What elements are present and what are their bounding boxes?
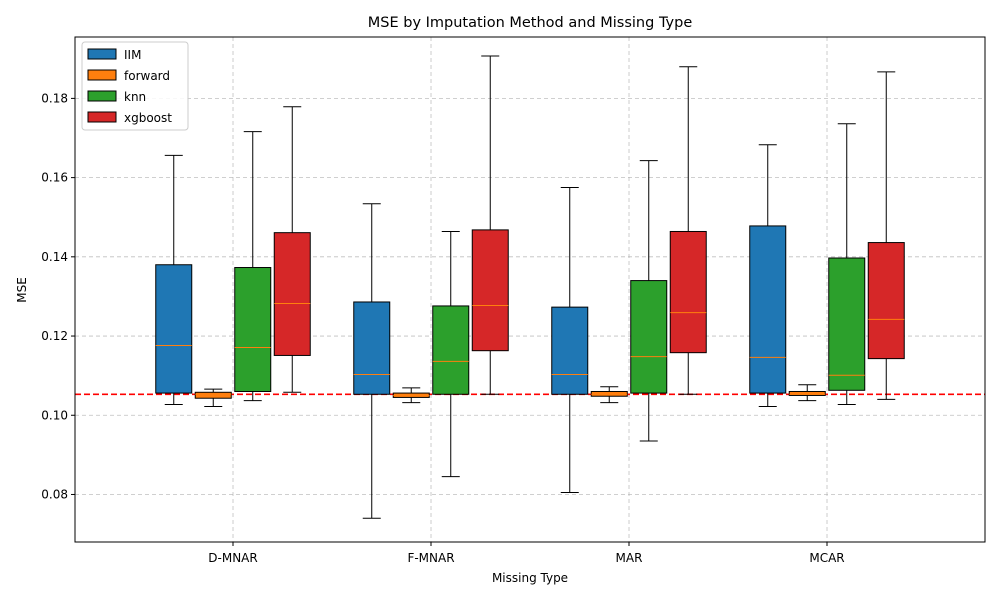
legend-label-forward: forward (124, 69, 170, 83)
box-IIM-MCAR (749, 144, 787, 408)
x-tick-label: F-MNAR (407, 551, 454, 565)
legend-swatch-IIM (87, 48, 117, 60)
x-tick-label: MCAR (809, 551, 844, 565)
box-body (828, 257, 866, 391)
box-IIM-F-MNAR (353, 203, 391, 519)
box-forward-F-MNAR (392, 387, 430, 404)
box-xgboost-MCAR (867, 71, 905, 400)
box-body (867, 242, 905, 360)
plot-area-frame (74, 36, 986, 543)
box-xgboost-F-MNAR (471, 55, 509, 395)
boxes (155, 55, 905, 519)
box-xgboost-D-MNAR (273, 106, 311, 393)
legend: IIM forward knn xgboost (81, 41, 189, 131)
box-knn-F-MNAR (432, 230, 470, 478)
grid (75, 37, 985, 542)
box-body (669, 230, 707, 354)
legend-label-IIM: IIM (124, 48, 141, 62)
box-body (432, 305, 470, 395)
box-body (234, 267, 272, 392)
legend-label-xgboost: xgboost (124, 111, 172, 125)
x-tick-label: D-MNAR (208, 551, 257, 565)
y-tick-label: 0.08 (41, 487, 68, 501)
x-axis-label: Missing Type (492, 571, 568, 585)
box-body (353, 301, 391, 395)
box-IIM-MAR (551, 187, 589, 493)
y-tick-label: 0.16 (41, 171, 68, 185)
y-axis-label: MSE (15, 277, 29, 303)
box-forward-MAR (590, 386, 628, 404)
box-knn-D-MNAR (234, 131, 272, 402)
chart-title: MSE by Imputation Method and Missing Typ… (368, 15, 693, 31)
y-tick-label: 0.10 (41, 408, 68, 422)
legend-swatch-xgboost (87, 111, 117, 123)
axes: 0.08 0.10 0.12 0.14 0.16 0.18 D-MNAR F-MNAR MAR M… (41, 91, 844, 565)
legend-frame (81, 41, 189, 131)
y-tick-label: 0.18 (41, 91, 68, 105)
box-forward-MCAR (788, 384, 826, 402)
y-tick-label: 0.12 (41, 329, 68, 343)
x-tick-label: MAR (616, 551, 643, 565)
box-xgboost-MAR (669, 66, 707, 395)
box-body (749, 225, 787, 394)
box-body (155, 264, 193, 394)
box-knn-MAR (630, 160, 668, 442)
box-body (194, 391, 232, 399)
box-body (551, 306, 589, 395)
box-forward-D-MNAR (194, 388, 232, 408)
box-body (273, 232, 311, 356)
legend-label-knn: knn (124, 90, 146, 104)
box-IIM-D-MNAR (155, 154, 193, 406)
box-body (471, 229, 509, 352)
box-knn-MCAR (828, 123, 866, 406)
y-tick-label: 0.14 (41, 250, 68, 264)
legend-swatch-knn (87, 90, 117, 102)
box-body (788, 390, 826, 396)
legend-swatch-forward (87, 69, 117, 81)
box-body (630, 280, 668, 394)
